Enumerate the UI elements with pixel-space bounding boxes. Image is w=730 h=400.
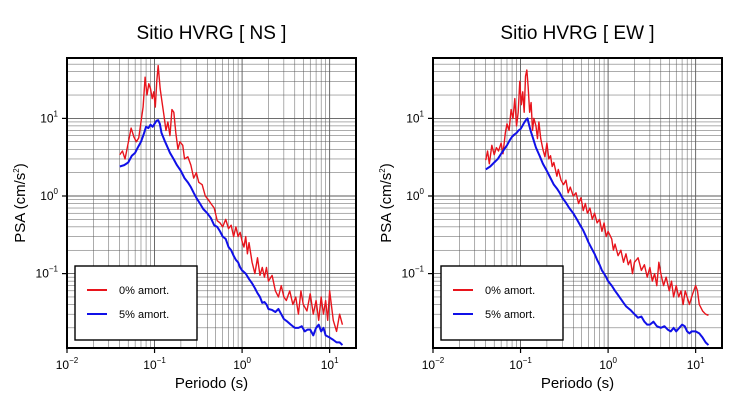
y-tick-label-exp: 0	[420, 187, 425, 196]
series-line-five-damping	[485, 117, 710, 346]
y-tick-label: 101	[406, 109, 424, 125]
y-tick-label: 10−1	[402, 265, 425, 281]
chart-title: Sitio HVRG [ EW ]	[500, 23, 654, 44]
legend-label: 5% amort.	[119, 309, 169, 321]
x-tick-label-exp: 1	[334, 356, 339, 365]
x-tick-label-base: 10	[422, 358, 436, 372]
x-tick-label-base: 10	[233, 358, 247, 372]
series-line-zero-damping	[485, 69, 709, 316]
x-tick-label-exp: 1	[700, 356, 705, 365]
x-tick-label-base: 10	[687, 358, 701, 372]
x-tick-label-base: 10	[321, 358, 335, 372]
y-tick-label-base: 10	[36, 267, 50, 281]
x-tick-label: 101	[687, 356, 705, 372]
y-tick-label: 100	[406, 187, 424, 203]
x-tick-label-exp: −1	[523, 356, 533, 365]
y-axis-label-main: PSA (cm/s	[378, 173, 395, 243]
chart-title: Sitio HVRG [ NS ]	[137, 23, 287, 44]
y-axis-label-sup: 2	[12, 168, 21, 173]
x-tick-label-exp: 0	[247, 356, 252, 365]
legend-label: 0% amort.	[485, 285, 535, 297]
x-axis-label: Periodo (s)	[175, 375, 248, 392]
legend-box	[440, 265, 564, 341]
legend-label: 5% amort.	[485, 309, 535, 321]
y-tick-label: 100	[40, 187, 58, 203]
x-tick-label-exp: −2	[435, 356, 445, 365]
y-tick-label-base: 10	[40, 111, 54, 125]
legend: 0% amort. 5% amort.	[74, 265, 198, 341]
legend: 0% amort. 5% amort.	[440, 265, 564, 341]
y-axis-label: PSA (cm/s2)	[12, 163, 29, 242]
x-tick-label-exp: 0	[613, 356, 618, 365]
y-tick-label-exp: 1	[420, 109, 425, 118]
y-tick-label-base: 10	[406, 111, 420, 125]
plot-frame	[66, 57, 357, 349]
x-tick-label-base: 10	[56, 358, 70, 372]
x-tick-label: 100	[233, 356, 251, 372]
y-axis-label-close: )	[378, 163, 395, 168]
legend-box	[74, 265, 198, 341]
series-line-zero-damping	[119, 64, 344, 333]
y-tick-label-base: 10	[40, 189, 54, 203]
x-tick-label-exp: −1	[157, 356, 167, 365]
x-tick-label: 100	[599, 356, 617, 372]
series-group	[485, 69, 710, 346]
y-tick-label: 101	[40, 109, 58, 125]
y-tick-label: 10−1	[36, 265, 59, 281]
x-tick-label: 10−2	[56, 356, 79, 372]
legend-label: 0% amort.	[119, 285, 169, 297]
x-axis-label: Periodo (s)	[541, 375, 614, 392]
plot-frame	[432, 57, 723, 349]
x-tick-label-base: 10	[143, 358, 157, 372]
y-axis-label-close: )	[12, 163, 29, 168]
x-tick-label: 10−2	[422, 356, 445, 372]
y-tick-label-exp: 0	[54, 187, 59, 196]
series-group	[119, 64, 344, 346]
y-axis-label-sup: 2	[378, 168, 387, 173]
y-tick-label-exp: 1	[54, 109, 59, 118]
x-tick-label-base: 10	[509, 358, 523, 372]
x-tick-label-base: 10	[599, 358, 613, 372]
y-tick-label-exp: −1	[415, 265, 425, 274]
x-tick-label: 10−1	[509, 356, 532, 372]
x-tick-label: 10−1	[143, 356, 166, 372]
y-tick-label-base: 10	[402, 267, 416, 281]
y-tick-label-base: 10	[406, 189, 420, 203]
x-tick-label-exp: −2	[69, 356, 79, 365]
y-tick-label-exp: −1	[49, 265, 59, 274]
series-line-five-damping	[119, 119, 344, 346]
y-axis-label: PSA (cm/s2)	[378, 163, 395, 242]
y-axis-label-main: PSA (cm/s	[12, 173, 29, 243]
x-tick-label: 101	[321, 356, 339, 372]
